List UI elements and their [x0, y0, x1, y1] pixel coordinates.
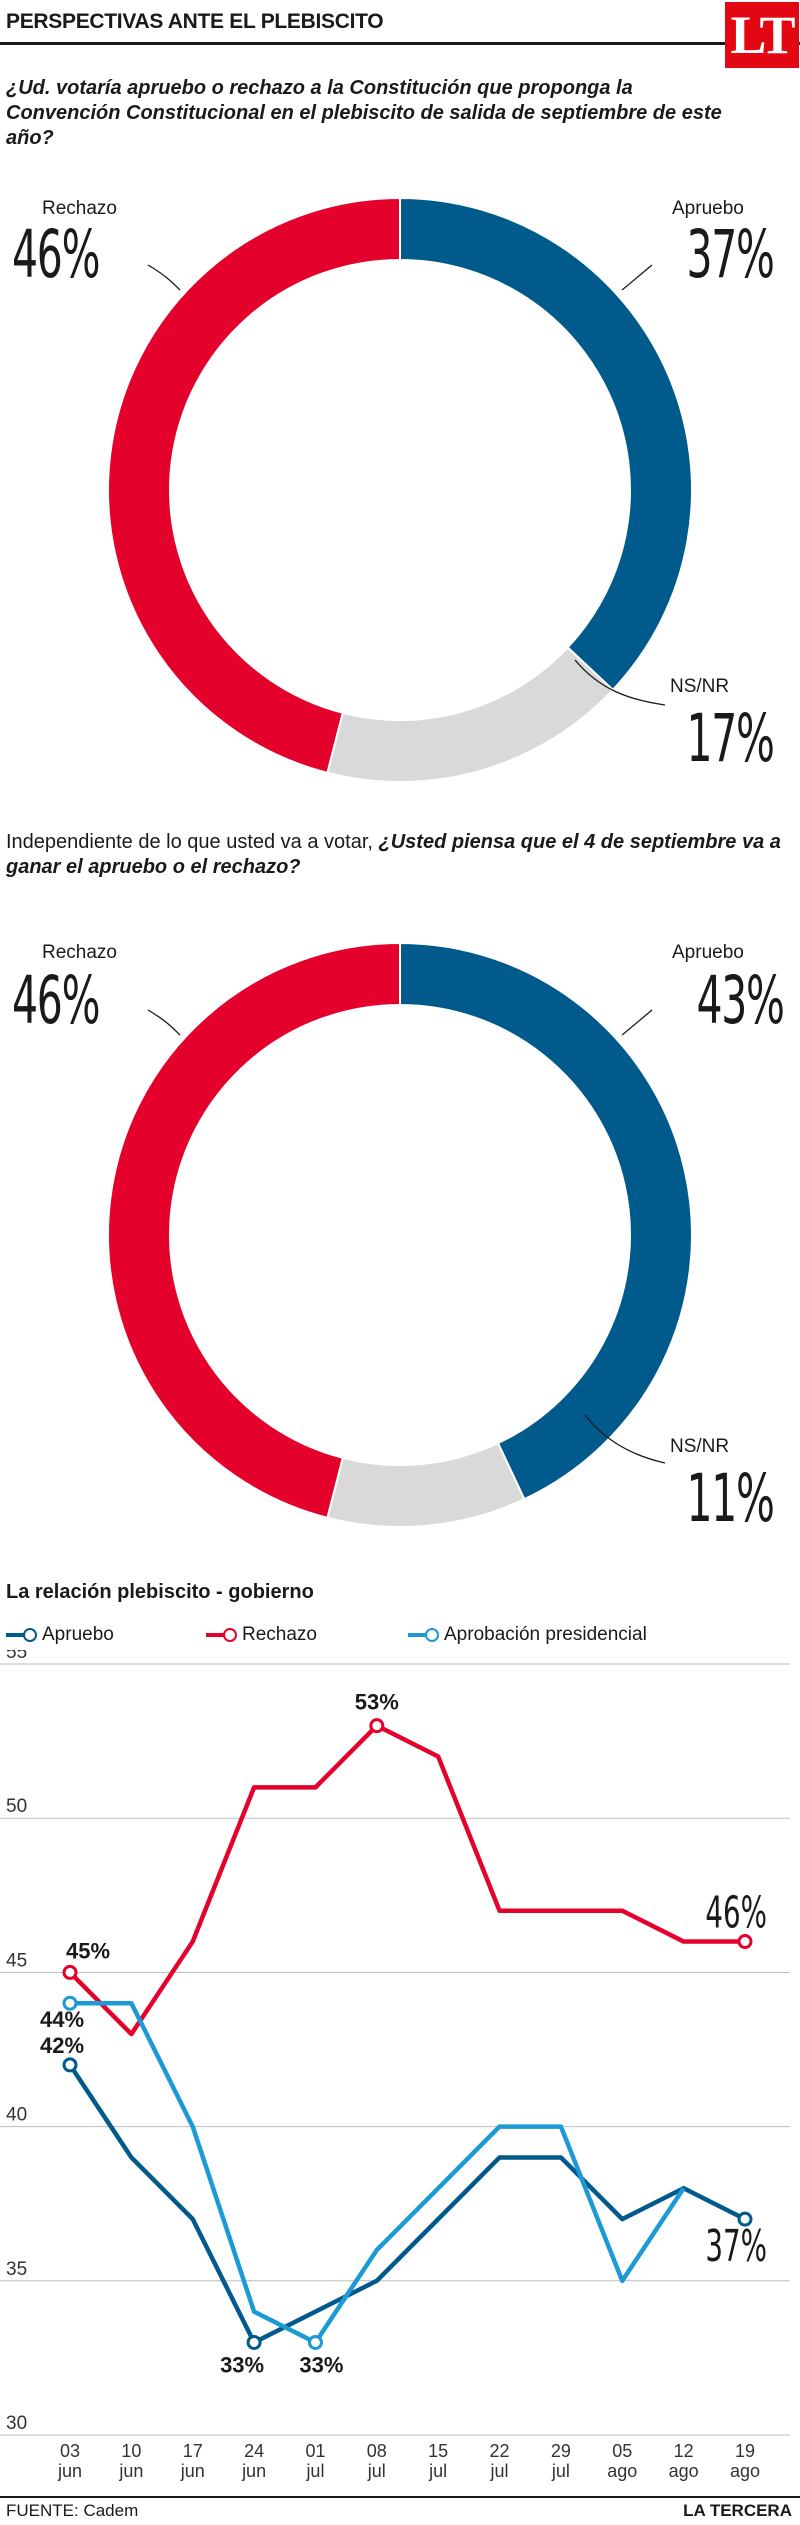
la-tercera-logo: LT [725, 2, 799, 68]
donut2-label-apruebo: Apruebo [672, 942, 744, 963]
question-2: Independiente de lo que usted va a votar… [6, 830, 786, 880]
x-tick-label: 10 jun [118, 2441, 143, 2481]
question-2-emphasis: ¿Usted piensa que el 4 de septiembre va … [6, 831, 781, 878]
donut-chart-2 [107, 941, 693, 1528]
legend-swatch-aprobacion [408, 1628, 439, 1642]
legend-swatch-rechazo [206, 1628, 237, 1642]
data-point-marker [62, 1995, 78, 2011]
series-line-aprobacinpresidencial [70, 2000, 686, 2345]
legend-swatch-apruebo [6, 1628, 37, 1642]
x-tick-label: 08 jul [367, 2441, 387, 2481]
data-point-marker [307, 2334, 323, 2350]
header-divider [0, 42, 800, 45]
legend-item-aprobacion: Aprobación presidencial [408, 1624, 647, 1646]
data-point-marker [369, 1718, 385, 1734]
x-tick-label: 22 jul [490, 2441, 510, 2481]
x-tick-label: 01 jul [305, 2441, 325, 2481]
data-point-marker [246, 2334, 262, 2350]
y-tick-label: 55 [6, 1650, 27, 1663]
data-label: 45% [66, 1938, 110, 1963]
x-tick-label: 03 jun [57, 2441, 82, 2481]
question-2-lead: Independiente de lo que usted va a votar… [6, 831, 379, 853]
data-point-marker [737, 2211, 753, 2227]
legend-label-rechazo: Rechazo [242, 1624, 317, 1645]
line-chart: 30 35 40 45 50 55 03 jun 10 jun 17 jun 24 jun 01 jul 08 j… [0, 1650, 790, 2481]
line-chart-title: La relación plebiscito - gobierno [6, 1581, 314, 1603]
donut2-value-rechazo: 46% [12, 962, 100, 1039]
donut1-label-rechazo: Rechazo [42, 198, 117, 219]
legend-item-rechazo: Rechazo [206, 1624, 317, 1646]
data-label: 53% [355, 1690, 399, 1715]
page-title: PERSPECTIVAS ANTE EL PLEBISCITO [6, 10, 384, 33]
legend-label-aprobacion: Aprobación presidencial [444, 1624, 647, 1645]
leader-line-2 [584, 1414, 666, 1464]
y-tick-label: 40 [6, 2105, 27, 2126]
data-label: 33% [299, 2352, 343, 2377]
y-tick-label: 45 [6, 1950, 27, 1971]
data-label: 44% [40, 2007, 84, 2032]
data-label: 42% [40, 2033, 84, 2058]
y-tick-label: 50 [6, 1796, 27, 1817]
donut-slice-rechazo [107, 196, 401, 775]
donut-slice-apruebo [399, 941, 693, 1501]
question-1: ¿Ud. votaría apruebo o rechazo a la Cons… [6, 77, 722, 149]
leader-line-1 [621, 1009, 653, 1036]
donut-slice-nsnr [326, 1441, 526, 1528]
donut-slice-apruebo [399, 196, 693, 692]
donut2-label-nsnr: NS/NR [670, 1436, 730, 1457]
data-point-marker [737, 1934, 753, 1950]
y-tick-label: 30 [6, 2413, 27, 2434]
donut1-value-rechazo: 46% [12, 216, 100, 293]
leader-line-0 [147, 264, 181, 291]
donut-chart-1 [107, 196, 693, 783]
donut-slice-rechazo [107, 941, 401, 1520]
donut2-value-apruebo: 43% [696, 962, 785, 1039]
x-tick-label: 19 ago [730, 2441, 760, 2481]
donut2-value-nsnr: 11% [686, 1460, 775, 1537]
legend-item-apruebo: Apruebo [6, 1624, 114, 1646]
leader-line-1 [621, 264, 653, 291]
x-tick-label: 15 jul [428, 2441, 448, 2481]
donut1-label-nsnr: NS/NR [670, 676, 730, 697]
x-tick-label: 12 ago [669, 2441, 699, 2481]
series-line-rechazo [68, 1723, 745, 2037]
data-point-marker [62, 1964, 78, 1980]
data-label: 37% [705, 2221, 767, 2272]
x-tick-label: 17 jun [180, 2441, 205, 2481]
donut2-label-rechazo: Rechazo [42, 942, 117, 963]
brand-name: LA TERCERA [683, 2501, 792, 2520]
data-point-marker [62, 2057, 78, 2073]
donut-slice-nsnr [326, 646, 615, 783]
leader-line-2 [574, 659, 666, 706]
series-line-apruebo [68, 2063, 747, 2345]
leader-line-0 [147, 1009, 181, 1036]
y-tick-label: 35 [6, 2259, 27, 2280]
donut1-label-apruebo: Apruebo [672, 198, 744, 219]
data-label: 46% [705, 1887, 767, 1938]
x-tick-label: 24 jun [241, 2441, 266, 2481]
source-note: FUENTE: Cadem [6, 2501, 139, 2520]
donut1-value-apruebo: 37% [686, 216, 775, 293]
x-tick-label: 05 ago [607, 2441, 637, 2481]
footer-divider [0, 2496, 800, 2498]
legend-label-apruebo: Apruebo [42, 1624, 114, 1645]
data-label: 33% [220, 2352, 264, 2377]
donut1-value-nsnr: 17% [686, 700, 775, 777]
x-tick-label: 29 jul [551, 2441, 571, 2481]
